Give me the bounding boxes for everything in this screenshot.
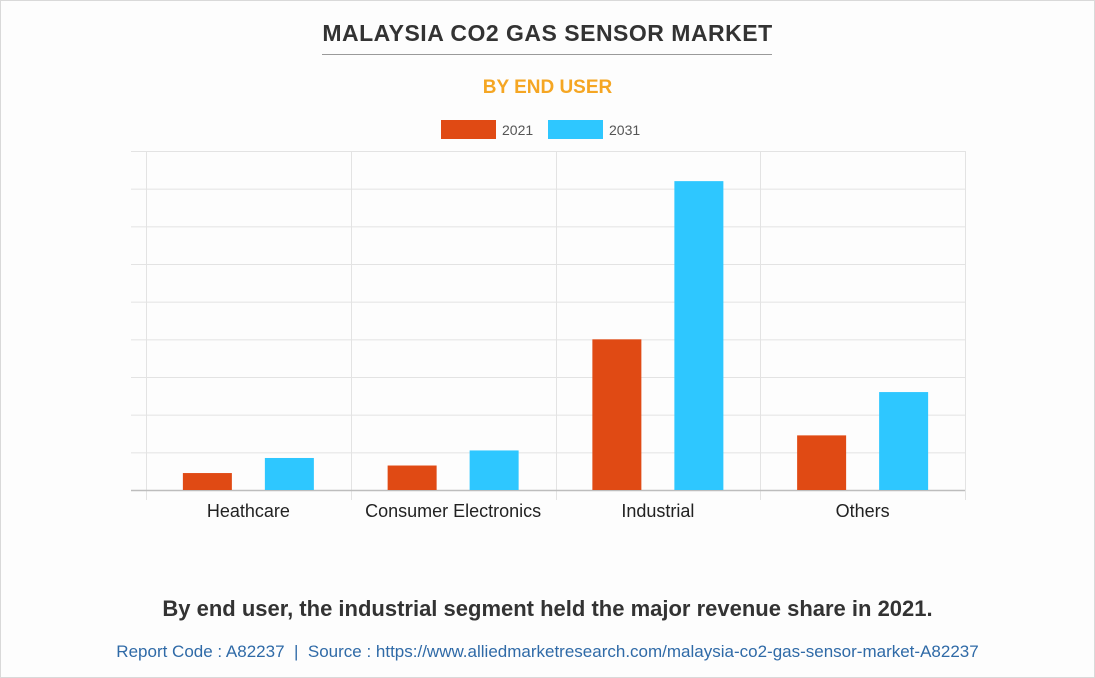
chart-title: MALAYSIA CO2 GAS SENSOR MARKET xyxy=(322,20,773,46)
chart-subtitle: BY END USER xyxy=(482,77,613,98)
chart-caption: By end user, the industrial segment held… xyxy=(162,596,933,621)
bar-2021-others xyxy=(797,435,847,490)
footer: Report Code : A82237 | Source : https://… xyxy=(0,642,1095,662)
bar-2031-consumer-electronics xyxy=(469,450,519,490)
legend-swatch-2021 xyxy=(441,120,496,139)
legend-label-2021: 2021 xyxy=(502,122,533,138)
x-tick-label: Industrial xyxy=(621,501,694,521)
bar-chart: Heathcare Consumer Electronics Industrial O… xyxy=(131,120,966,521)
source-link[interactable]: Source : https://www.alliedmarketresearc… xyxy=(307,642,979,661)
footer-separator: | xyxy=(293,642,299,661)
x-tick-label: Consumer Electronics xyxy=(365,501,541,521)
legend-swatch-2031 xyxy=(548,120,603,139)
bar-2031-others xyxy=(879,392,929,490)
bar-2021-consumer-electronics xyxy=(387,465,437,490)
bar-2021-industrial xyxy=(592,339,642,490)
legend-label-2031: 2031 xyxy=(609,122,640,138)
bar-2031-heathcare xyxy=(264,457,314,490)
bar-2021-heathcare xyxy=(182,473,232,490)
bar-2031-industrial xyxy=(674,181,724,490)
x-tick-label: Heathcare xyxy=(207,501,290,521)
report-code: Report Code : A82237 xyxy=(116,642,285,661)
title-divider xyxy=(322,54,772,55)
x-tick-label: Others xyxy=(836,501,890,521)
